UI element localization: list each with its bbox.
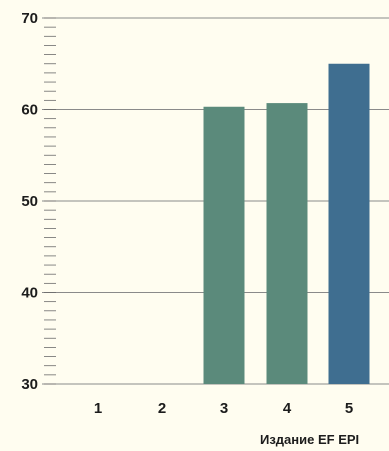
- x-tick-label: 5: [345, 400, 353, 417]
- y-tick-label: 50: [21, 193, 38, 210]
- x-tick-label: 3: [220, 400, 228, 417]
- y-tick-label: 30: [21, 376, 38, 393]
- bars: [203, 63, 370, 384]
- y-tick-label: 40: [21, 285, 38, 302]
- y-tick-label: 60: [21, 102, 38, 119]
- bar-4: [266, 103, 308, 384]
- y-axis-minor-ticks: [44, 17, 56, 385]
- x-axis-title: Издание EF EPI: [260, 432, 359, 447]
- bar-3: [203, 106, 245, 384]
- x-tick-label: 2: [158, 400, 166, 417]
- bar-5: [328, 63, 370, 384]
- x-axis-tick-labels: 1 2 3 4 5: [94, 400, 353, 417]
- y-tick-label: 70: [21, 10, 38, 27]
- x-tick-label: 1: [94, 400, 102, 417]
- x-tick-label: 4: [283, 400, 292, 417]
- y-axis-tick-labels: 30 40 50 60 70: [21, 10, 38, 393]
